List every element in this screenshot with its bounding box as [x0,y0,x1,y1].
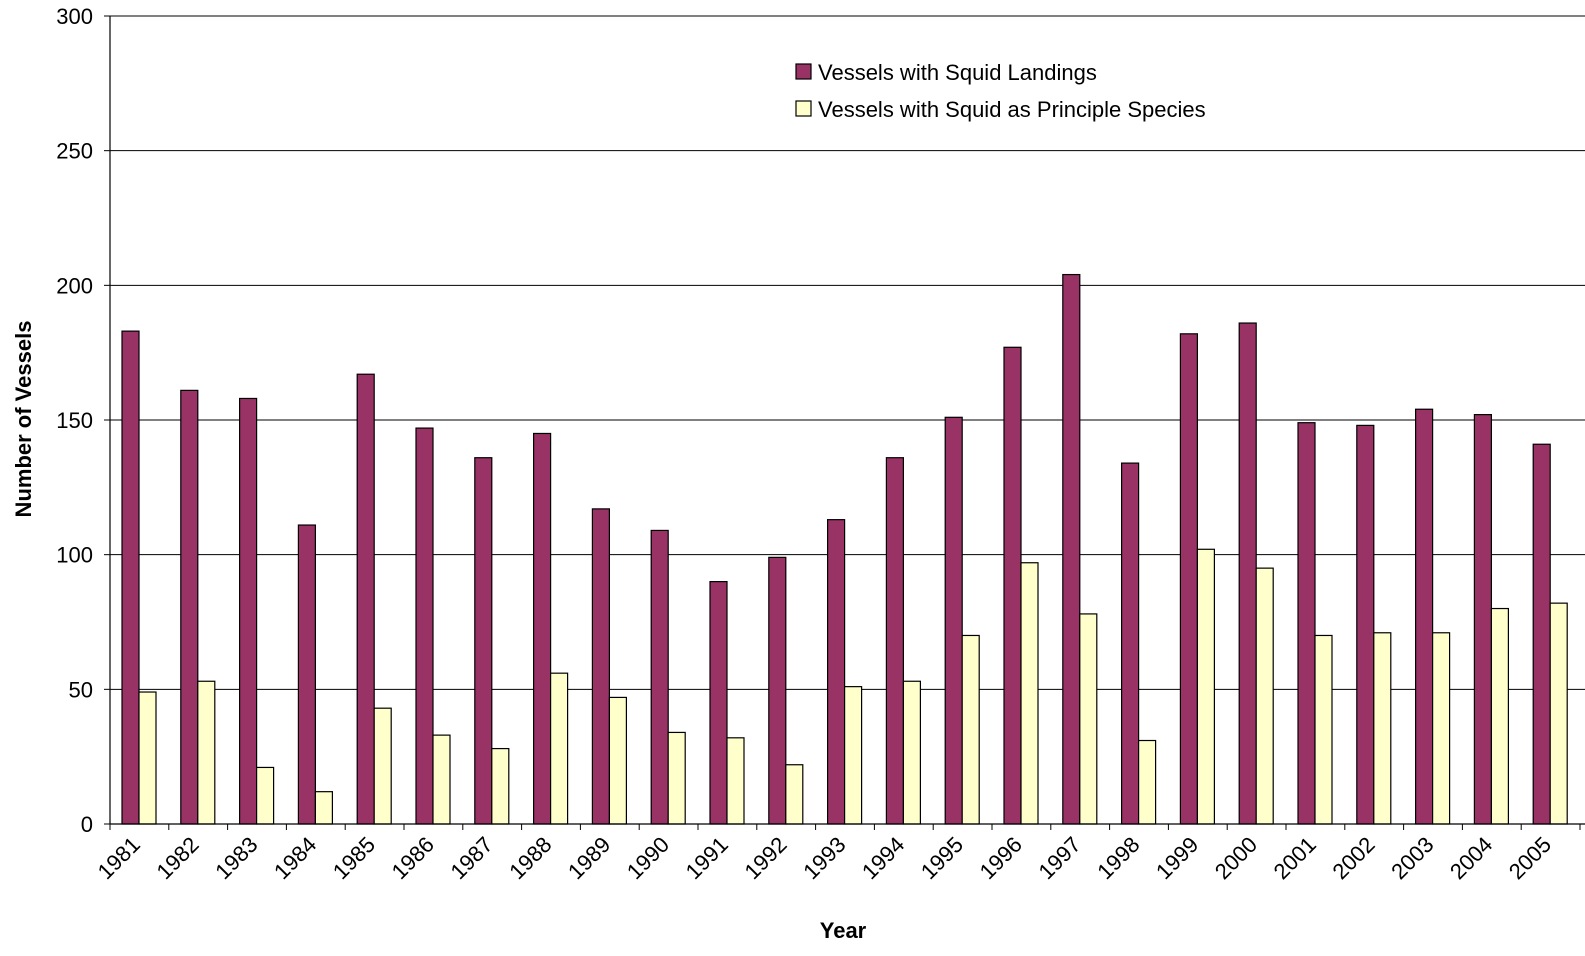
x-tick-label: 1994 [857,832,909,884]
bar-squid-landings [1414,408,1434,825]
bar-squid-landings [1179,333,1199,825]
bar-squid-principle-species [1490,607,1510,825]
x-tick-label: 1990 [622,832,674,884]
bar-squid-landings [239,397,258,825]
y-tick-labels: 0 50 100 150 200 250 300 [56,4,93,837]
bar-squid-principle-species [667,731,686,825]
bar-squid-landings [944,416,963,825]
bar-squid-landings [121,330,140,825]
x-tick-label: 2001 [1269,832,1321,884]
x-tick-label: 1997 [1033,832,1085,884]
x-tick-label: 2002 [1327,832,1379,884]
legend: Vessels with Squid Landings Vessels with … [795,60,1206,122]
x-axis-title: Year [820,918,867,943]
bar-squid-principle-species [902,680,922,825]
x-tick-label: 1999 [1151,832,1203,884]
bar-squid-principle-species [314,791,333,825]
bar-squid-principle-species [1137,739,1157,825]
bar-squid-landings [1238,322,1257,825]
bar-squid-landings [768,556,787,825]
legend-label: Vessels with Squid Landings [818,60,1097,85]
bar-squid-landings [356,373,375,825]
bar-squid-landings [1120,462,1140,825]
bar-squid-principle-species [608,696,628,825]
bar-squid-landings [826,519,846,825]
x-tick-label: 1998 [1092,832,1144,884]
y-axis-title: Number of Vessels [11,321,36,518]
bar-squid-principle-species [373,707,392,825]
x-tick-label: 2004 [1445,832,1497,884]
y-tick-label: 250 [56,139,93,164]
bar-squid-principle-species [785,764,804,825]
bar-squid-landings [885,457,905,825]
bar-squid-landings [297,524,316,825]
bar-squid-principle-species [1196,548,1216,825]
bar-squid-principle-species [491,747,510,825]
bar-squid-landings [1003,346,1022,825]
x-tick-label: 1985 [328,832,380,884]
bar-squid-principle-species [256,766,275,825]
y-tick-label: 100 [56,543,93,568]
x-tick-label: 1996 [975,832,1027,884]
bar-squid-principle-species [726,737,745,825]
bar-squid-principle-species [843,686,863,825]
bar-squid-landings [1062,273,1081,825]
x-tick-label: 2003 [1386,832,1438,884]
bar-squid-landings [1532,443,1551,825]
bar-squid-landings [415,427,434,825]
bar-squid-landings [1473,414,1493,825]
axes [109,16,1585,830]
x-tick-label: 1982 [151,832,203,884]
bar-squid-principle-species [1431,632,1451,825]
bar-squid-landings [1297,422,1316,825]
legend-swatch [795,100,812,117]
bar-squid-landings [180,389,199,825]
x-tick-labels: 1981 1982 1983 1984 1985 1986 1987 1988 1989 1990… [93,832,1556,884]
x-tick-label: 1991 [681,832,733,884]
bar-squid-principle-species [138,691,157,825]
bar-squid-principle-species [1314,634,1333,825]
y-tick-label: 200 [56,273,93,298]
bars [121,273,1568,825]
x-tick-label: 2000 [1210,832,1262,884]
bar-squid-principle-species [1549,602,1568,825]
x-tick-label: 1986 [387,832,439,884]
legend-label: Vessels with Squid as Principle Species [818,97,1206,122]
legend-swatch [795,63,812,80]
bar-squid-principle-species [1079,613,1098,825]
y-tick-label: 150 [56,408,93,433]
x-tick-label: 1984 [269,832,321,884]
y-tick-label: 0 [81,812,93,837]
bar-squid-principle-species [961,634,980,825]
bar-squid-principle-species [1373,632,1392,825]
bar-squid-landings [650,529,669,825]
bar-squid-landings [709,580,728,825]
y-tick-label: 300 [56,4,93,29]
x-tick-label: 2005 [1504,832,1556,884]
x-tick-label: 1993 [798,832,850,884]
gridlines [104,15,1585,825]
bar-squid-landings [591,508,611,825]
bar-squid-principle-species [432,734,451,825]
x-tick-label: 1989 [563,832,615,884]
bar-squid-landings [1356,424,1375,825]
bar-squid-principle-species [1020,562,1039,825]
bar-squid-landings [474,457,493,825]
bar-squid-principle-species [197,680,216,825]
x-tick-label: 1988 [504,832,556,884]
x-tick-label: 1992 [739,832,791,884]
x-tick-label: 1983 [210,832,262,884]
x-tick-label: 1987 [445,832,497,884]
bar-squid-principle-species [1255,567,1274,825]
y-tick-label: 50 [69,677,93,702]
bar-squid-principle-species [549,672,569,825]
x-tick-label: 1981 [93,832,145,884]
x-tick-label: 1995 [916,832,968,884]
bar-squid-landings [532,432,552,825]
